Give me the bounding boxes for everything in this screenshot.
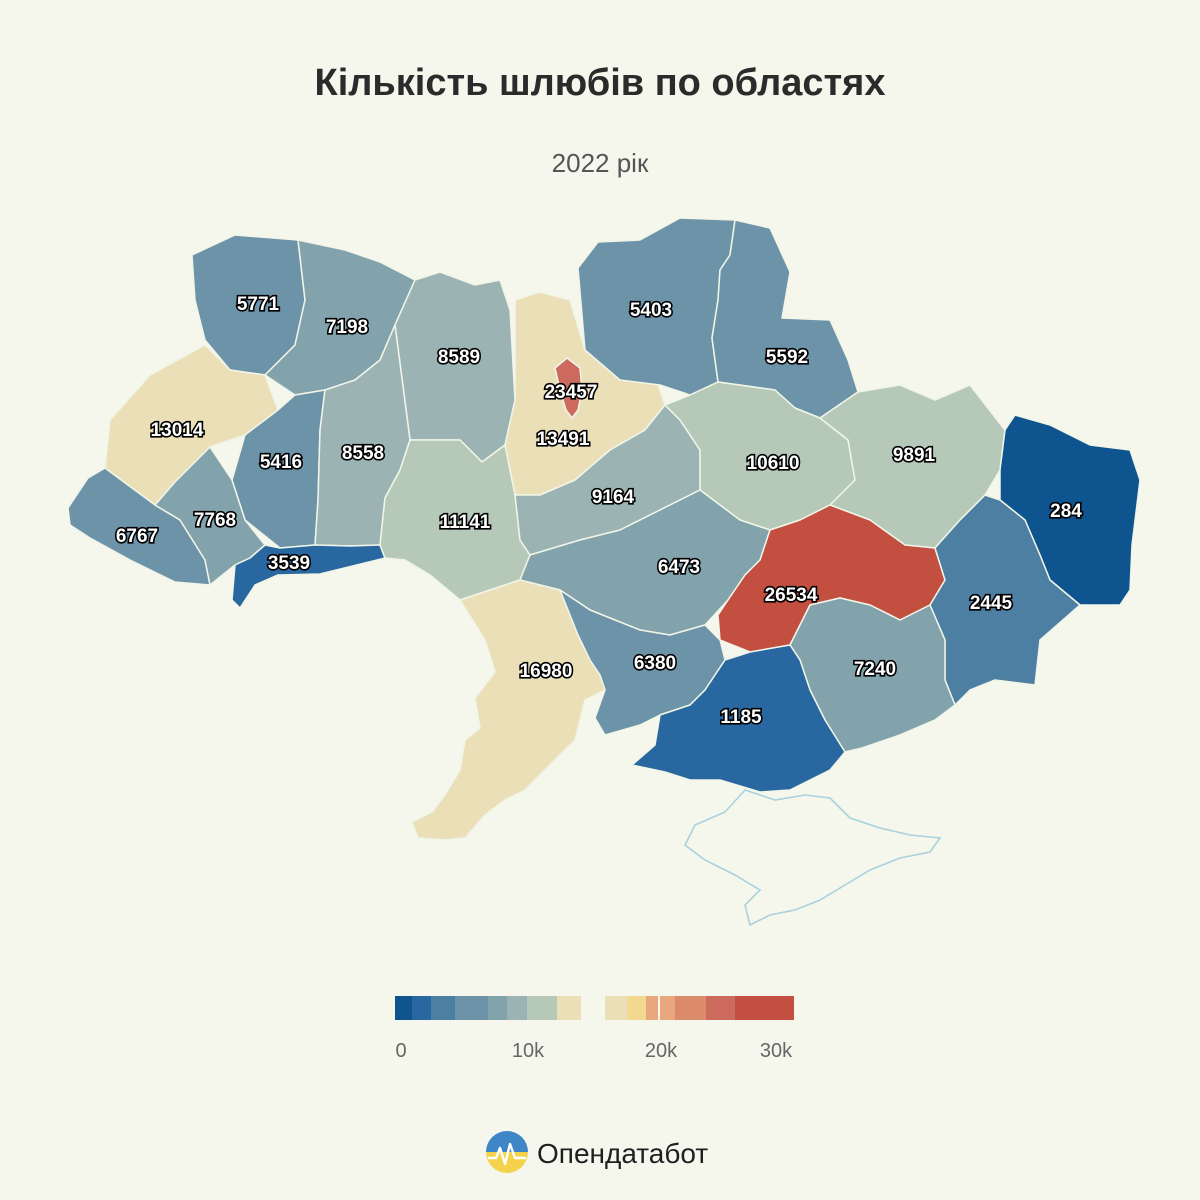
- legend-swatch: [395, 996, 412, 1020]
- legend-tick-10k: 10k: [512, 1040, 545, 1062]
- value-labels: 5771 7198 8589 23457 13491 5403 5592 130…: [114, 292, 1084, 729]
- legend-swatch: [412, 996, 431, 1020]
- value-label-mykolaiv: 6380: [634, 653, 676, 674]
- legend-swatch: [473, 996, 488, 1020]
- value-label-ternopil: 5416: [260, 452, 302, 473]
- map-subtitle: 2022 рік: [551, 148, 649, 178]
- legend-swatch: [646, 996, 658, 1020]
- crimea-outline: [683, 789, 942, 927]
- legend-swatch: [431, 996, 455, 1020]
- value-label-zaporizhzhia: 7240: [854, 659, 896, 680]
- value-label-volyn: 5771: [237, 294, 280, 315]
- value-label-dnipropetrovsk: 26534: [765, 585, 818, 606]
- legend-swatch: [552, 996, 557, 1020]
- legend-swatch: [675, 996, 706, 1020]
- legend-swatch: [527, 996, 552, 1020]
- value-label-cherkasy: 9164: [592, 487, 635, 508]
- value-label-odesa: 16980: [520, 661, 573, 682]
- regions-layer: [67, 217, 1141, 841]
- region-chernivtsi[interactable]: [231, 544, 386, 609]
- region-kherson[interactable]: [631, 644, 846, 793]
- legend-swatch: [605, 996, 627, 1020]
- legend-swatch: [627, 996, 646, 1020]
- value-label-zakarpattia: 6767: [116, 526, 158, 547]
- brand-name: Опендатабот: [537, 1138, 708, 1169]
- legend-tick-20k: 20k: [645, 1040, 678, 1062]
- legend-swatch: [735, 996, 794, 1020]
- legend-swatch: [660, 996, 675, 1020]
- legend-swatch: [557, 996, 581, 1020]
- value-label-vinnytsia: 11141: [440, 512, 491, 533]
- value-label-zhytomyr: 8589: [438, 347, 480, 368]
- legend-tick-30k: 30k: [760, 1040, 793, 1062]
- value-label-donetsk: 2445: [970, 593, 1013, 614]
- value-label-kyiv-oblast: 13491: [537, 429, 590, 450]
- value-label-chernivtsi: 3539: [268, 553, 310, 574]
- legend-swatches: [395, 996, 794, 1020]
- value-label-poltava: 10610: [747, 453, 800, 474]
- value-label-lviv: 13014: [151, 420, 204, 441]
- value-label-kherson: 1185: [720, 707, 762, 728]
- value-label-luhansk: 284: [1050, 501, 1082, 522]
- opendatabot-logo-icon: [486, 1131, 528, 1173]
- region-kyiv-city[interactable]: [554, 357, 583, 419]
- region-zakarpattia[interactable]: [67, 467, 211, 586]
- value-label-khmelnytskyi: 8558: [342, 443, 384, 464]
- value-label-chernihiv: 5403: [630, 300, 672, 321]
- color-legend: 0 10k 20k 30k: [395, 996, 794, 1062]
- legend-swatch: [507, 996, 527, 1020]
- value-label-sumy: 5592: [766, 347, 808, 368]
- map-title: Кількість шлюбів по областях: [314, 62, 886, 104]
- legend-tick-0: 0: [395, 1040, 406, 1062]
- legend-swatch: [488, 996, 507, 1020]
- legend-swatch: [706, 996, 735, 1020]
- value-label-kirovohrad: 6473: [658, 557, 700, 578]
- value-label-kharkiv: 9891: [893, 445, 936, 466]
- brand[interactable]: Опендатабот: [486, 1131, 708, 1173]
- value-label-kyiv-city: 23457: [545, 382, 598, 403]
- value-label-ivano-frankivsk: 7768: [194, 510, 236, 531]
- value-label-rivne: 7198: [326, 317, 368, 338]
- legend-swatch: [455, 996, 473, 1020]
